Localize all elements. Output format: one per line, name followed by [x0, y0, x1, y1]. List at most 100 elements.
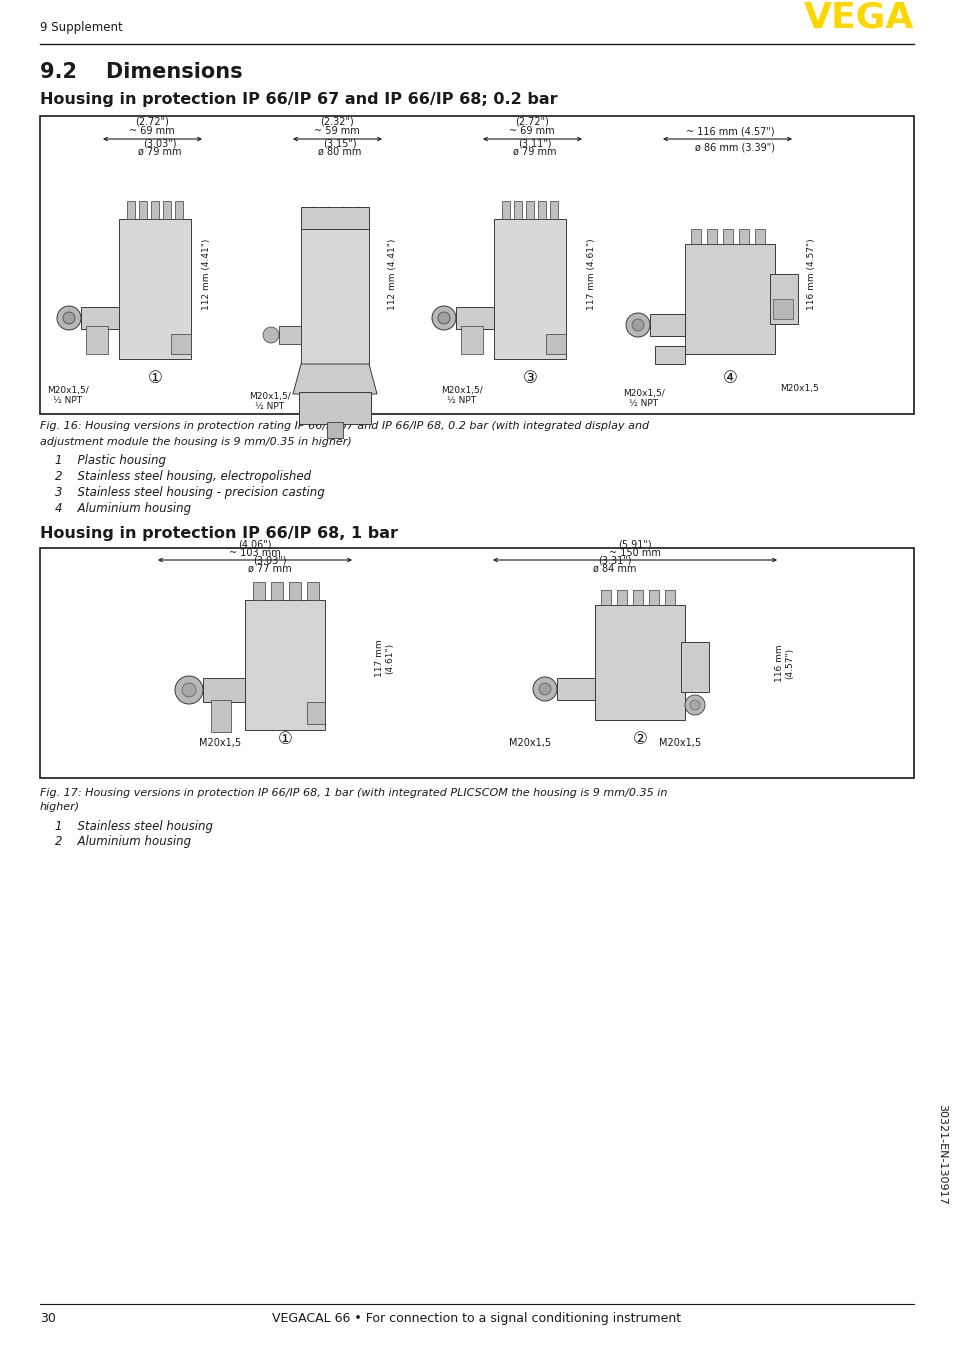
Circle shape	[63, 311, 75, 324]
Bar	[722, 229, 732, 244]
Bar	[174, 200, 183, 219]
Text: ~ 59 mm: ~ 59 mm	[314, 126, 359, 135]
Bar	[40, 116, 913, 414]
Bar	[772, 299, 792, 320]
Bar	[307, 582, 318, 600]
Bar	[514, 200, 521, 219]
Bar	[649, 314, 684, 336]
Text: +: +	[777, 287, 783, 297]
Text: Fig. 16: Housing versions in protection rating IP 66/IP 67 and IP 66/IP 68, 0.2 : Fig. 16: Housing versions in protection …	[40, 421, 648, 431]
Bar	[456, 307, 494, 329]
Bar	[739, 229, 748, 244]
Text: ø 79 mm: ø 79 mm	[513, 148, 557, 157]
Text: ø 84 mm: ø 84 mm	[593, 565, 636, 574]
Circle shape	[263, 328, 278, 343]
Bar	[525, 200, 534, 219]
Bar	[664, 590, 675, 605]
Bar	[211, 700, 231, 733]
Text: 30: 30	[40, 1312, 56, 1326]
Text: 3    Stainless steel housing - precision casting: 3 Stainless steel housing - precision ca…	[55, 486, 324, 500]
Circle shape	[432, 306, 456, 330]
Circle shape	[182, 682, 195, 697]
Bar	[139, 200, 147, 219]
Text: (2.72"): (2.72")	[515, 116, 548, 127]
Bar	[501, 200, 510, 219]
Bar	[460, 326, 482, 353]
Text: M20x1,5/
½ NPT: M20x1,5/ ½ NPT	[249, 393, 291, 412]
Text: M20x1,5: M20x1,5	[508, 738, 551, 747]
Bar	[633, 590, 642, 605]
Text: (3.11"): (3.11")	[517, 138, 551, 148]
Bar	[690, 229, 700, 244]
Text: 4    Aluminium housing: 4 Aluminium housing	[55, 502, 191, 515]
Bar	[684, 244, 774, 353]
Bar	[706, 229, 717, 244]
Text: 117 mm
(4.61"): 117 mm (4.61")	[375, 639, 395, 677]
Text: ④: ④	[721, 370, 737, 387]
Bar	[253, 582, 265, 600]
Bar	[494, 219, 565, 359]
Bar	[537, 200, 545, 219]
Text: ①: ①	[277, 730, 293, 747]
Bar	[86, 326, 108, 353]
Text: (3.03"): (3.03")	[253, 556, 287, 566]
Text: (3.03"): (3.03")	[143, 138, 176, 148]
Text: (4.06"): (4.06")	[238, 540, 272, 550]
Bar	[617, 590, 626, 605]
Bar	[127, 200, 135, 219]
Text: ②: ②	[327, 370, 342, 387]
Bar	[278, 326, 301, 344]
Polygon shape	[293, 364, 376, 394]
Bar	[40, 548, 913, 779]
Bar	[151, 200, 159, 219]
Text: VEGACAL 66 • For connection to a signal conditioning instrument: VEGACAL 66 • For connection to a signal …	[273, 1312, 680, 1326]
Bar	[245, 600, 325, 730]
Circle shape	[533, 677, 557, 701]
Text: ~ 69 mm: ~ 69 mm	[129, 126, 174, 135]
Text: 116 mm
(4.57"): 116 mm (4.57")	[775, 645, 794, 682]
Text: VEGA: VEGA	[802, 0, 913, 34]
Bar	[550, 200, 558, 219]
Circle shape	[625, 313, 649, 337]
Bar	[655, 347, 684, 364]
Text: ②: ②	[632, 730, 647, 747]
Circle shape	[57, 306, 81, 330]
Text: ~ 103 mm: ~ 103 mm	[229, 548, 280, 558]
Text: ~ 150 mm: ~ 150 mm	[608, 548, 660, 558]
Text: ~ 116 mm (4.57"): ~ 116 mm (4.57")	[685, 126, 774, 135]
Bar	[289, 582, 301, 600]
Bar	[557, 678, 595, 700]
Bar	[81, 307, 119, 329]
Text: ø 80 mm: ø 80 mm	[318, 148, 361, 157]
Text: 2    Stainless steel housing, electropolished: 2 Stainless steel housing, electropolish…	[55, 470, 311, 483]
Bar	[754, 229, 764, 244]
Text: M20x1,5: M20x1,5	[780, 385, 819, 393]
Bar	[163, 200, 171, 219]
Text: ①: ①	[148, 370, 162, 387]
Text: ø 86 mm (3.39"): ø 86 mm (3.39")	[695, 142, 774, 152]
Bar	[307, 701, 325, 724]
Bar	[327, 422, 343, 437]
Text: (5.91"): (5.91")	[618, 540, 651, 550]
Text: ø 77 mm: ø 77 mm	[248, 565, 292, 574]
Circle shape	[437, 311, 450, 324]
Bar	[301, 207, 369, 229]
Text: ③: ③	[522, 370, 537, 387]
Text: M20x1,5/
½ NPT: M20x1,5/ ½ NPT	[47, 386, 89, 405]
Text: +: +	[685, 662, 692, 670]
Text: M20x1,5: M20x1,5	[199, 738, 241, 747]
Text: 1    Stainless steel housing: 1 Stainless steel housing	[55, 821, 213, 833]
Text: Housing in protection IP 66/IP 68, 1 bar: Housing in protection IP 66/IP 68, 1 bar	[40, 525, 397, 542]
Text: 1    Plastic housing: 1 Plastic housing	[55, 454, 166, 467]
Bar	[595, 605, 684, 720]
Text: ø 79 mm: ø 79 mm	[138, 148, 182, 157]
Text: M20x1,5/
½ NPT: M20x1,5/ ½ NPT	[622, 389, 664, 409]
Text: 112 mm (4.41"): 112 mm (4.41")	[202, 238, 212, 310]
Text: 116 mm (4.57"): 116 mm (4.57")	[806, 238, 816, 310]
Bar	[271, 582, 283, 600]
Text: higher): higher)	[40, 802, 80, 812]
Text: (3.31"): (3.31")	[598, 556, 631, 566]
Text: 9 Supplement: 9 Supplement	[40, 22, 123, 34]
Bar	[600, 590, 610, 605]
Text: adjustment module the housing is 9 mm/0.35 in higher): adjustment module the housing is 9 mm/0.…	[40, 437, 352, 447]
